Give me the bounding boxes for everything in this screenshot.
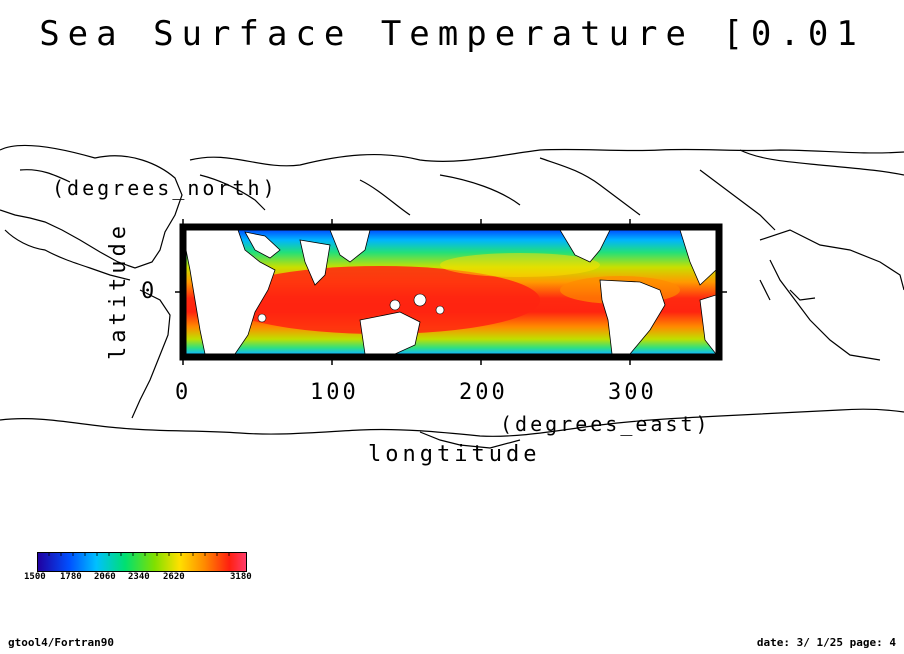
africa-east-landmass xyxy=(679,230,716,286)
y-axis-label: latitude xyxy=(106,222,131,360)
x-tick-label-300: 300 xyxy=(608,380,657,405)
colorbar-tick-2340: 2340 xyxy=(128,572,150,582)
footer-right: date: 3/ 1/25 page: 4 xyxy=(756,636,896,649)
north-america-landmass xyxy=(559,230,611,263)
footer-left: gtool4/Fortran90 xyxy=(8,636,114,649)
asia-landmass xyxy=(329,230,371,263)
x-axis-label: longtitude xyxy=(368,442,541,467)
y-tick-label-0: 0 xyxy=(141,279,158,304)
south-america-landmass xyxy=(599,279,666,354)
africa-landmass xyxy=(186,230,276,354)
colorbar-tick-1780: 1780 xyxy=(60,572,82,582)
colorbar-minor-ticks xyxy=(48,552,230,556)
x-tick-marks xyxy=(182,219,631,365)
arabia-landmass xyxy=(244,231,281,259)
colorbar xyxy=(37,552,247,572)
x-axis-unit: (degrees_east) xyxy=(500,412,711,436)
colorbar-tick-2060: 2060 xyxy=(94,572,116,582)
plot-title: Sea Surface Temperature [0.01 xyxy=(39,14,865,54)
colorbar-tick-3180: 3180 xyxy=(230,572,252,582)
y-axis-unit: (degrees_north) xyxy=(52,176,278,200)
x-tick-label-0: 0 xyxy=(175,380,192,405)
australia-landmass xyxy=(359,311,421,354)
africa-south-landmass xyxy=(699,294,716,354)
x-tick-label-100: 100 xyxy=(310,380,359,405)
coastlines-background xyxy=(0,144,904,449)
x-tick-label-200: 200 xyxy=(459,380,508,405)
india-landmass xyxy=(299,239,331,286)
colorbar-tick-1500: 1500 xyxy=(24,572,46,582)
sst-heatmap xyxy=(186,230,716,354)
colorbar-tick-2620: 2620 xyxy=(163,572,185,582)
